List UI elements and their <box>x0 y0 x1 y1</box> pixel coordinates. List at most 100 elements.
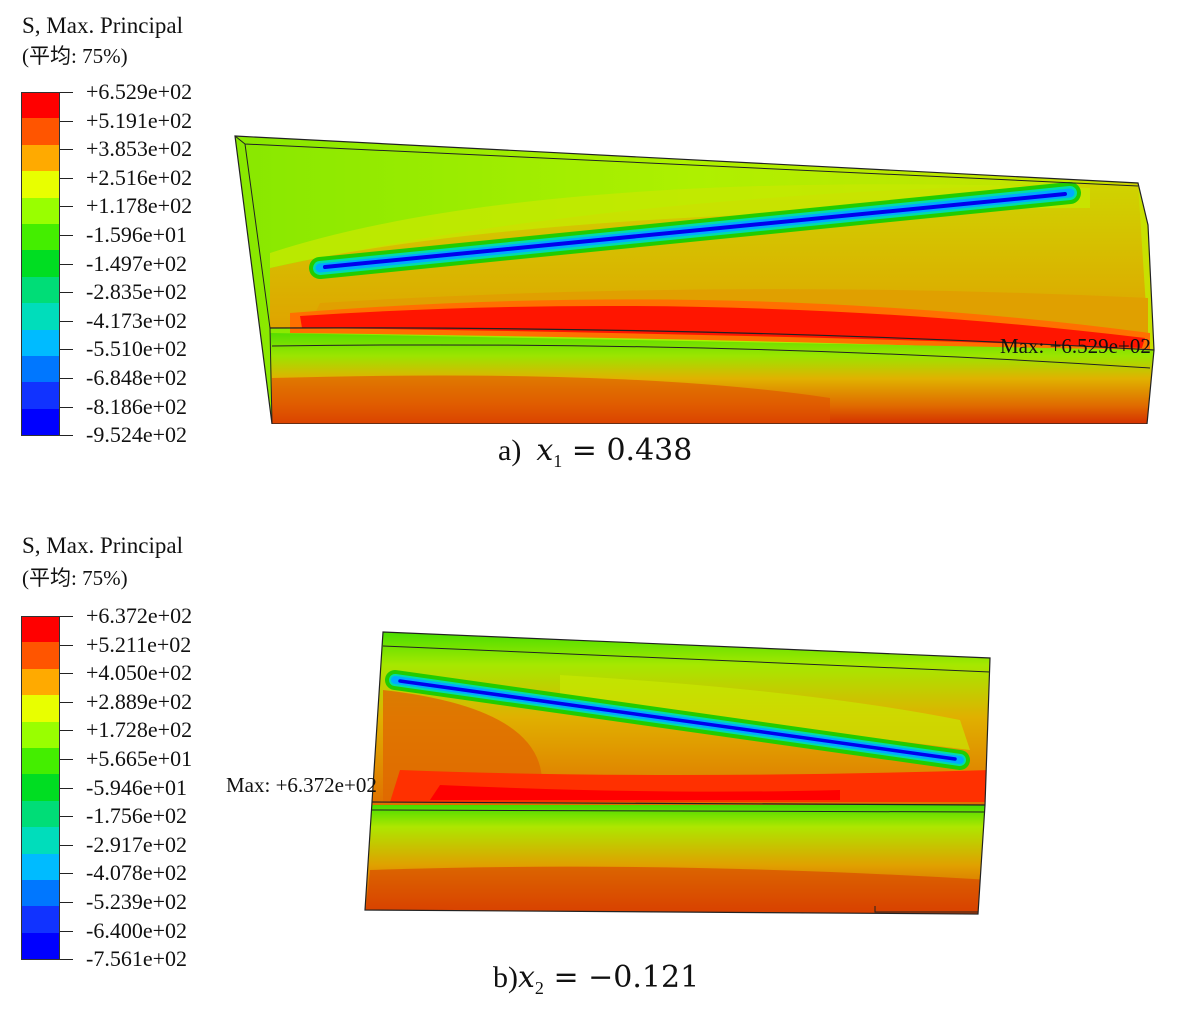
legend-tick-label: -8.186e+02 <box>86 393 187 419</box>
legend-swatch <box>22 303 60 331</box>
legend-tick-label: -2.917e+02 <box>86 831 187 857</box>
legend-tick-label: -7.561e+02 <box>86 946 187 972</box>
legend-tick <box>60 759 73 760</box>
legend-swatch <box>22 197 60 225</box>
legend-tick-label: -1.756e+02 <box>86 803 187 829</box>
caption-a: a) x1 = 0.438 <box>498 433 692 472</box>
legend-tick-label: -9.524e+02 <box>86 422 187 448</box>
legend-tick-label: +6.372e+02 <box>86 603 193 628</box>
contour-plot-b <box>364 631 991 915</box>
caption-variable: x <box>536 433 554 468</box>
legend-swatch <box>22 118 60 146</box>
legend-tick <box>60 844 73 846</box>
legend-swatch <box>22 408 60 436</box>
max-value-label: Max: +6.529e+02 <box>1000 334 1151 358</box>
legend-title: S, Max. Principal <box>22 533 183 558</box>
legend-tick-label: -4.078e+02 <box>86 860 187 886</box>
legend-swatch <box>22 695 60 723</box>
legend-tick-label: -2.835e+02 <box>86 279 187 305</box>
legend-swatch <box>22 853 60 881</box>
legend-swatch <box>22 800 60 828</box>
legend-tick-label: -6.848e+02 <box>86 365 187 390</box>
panel-a: S, Max. Principal (平均: 75%) <box>0 0 1195 490</box>
legend-swatch <box>22 748 60 775</box>
legend-tick <box>60 616 73 617</box>
legend-tick-label: +2.889e+02 <box>86 688 193 714</box>
legend-tick <box>60 644 73 646</box>
legend-subtitle: (平均: 75%) <box>22 44 128 68</box>
legend-swatch <box>22 250 60 278</box>
legend-title: S, Max. Principal <box>22 13 183 38</box>
legend-tick-label: -6.400e+02 <box>86 917 187 943</box>
caption-prefix: a) <box>498 434 522 467</box>
legend-tick <box>60 378 73 379</box>
legend-tick <box>60 730 73 732</box>
legend-tick-label: +3.853e+02 <box>86 136 193 162</box>
legend-tick <box>60 149 73 151</box>
legend-tick-label: +6.529e+02 <box>86 79 193 104</box>
legend-tick <box>60 930 73 932</box>
legend-tick <box>60 320 73 322</box>
legend-tick <box>60 92 73 93</box>
legend-swatch <box>22 721 60 749</box>
legend-swatch <box>22 382 60 410</box>
legend-tick <box>60 873 73 875</box>
legend-tick <box>60 349 73 351</box>
legend-tick <box>60 701 73 703</box>
legend-swatch <box>22 144 60 172</box>
legend-swatch <box>22 356 60 383</box>
legend-swatch <box>22 616 60 643</box>
max-value-label: Max: +6.372e+02 <box>226 773 377 797</box>
legend-tick <box>60 435 73 437</box>
legend-tick <box>60 787 73 789</box>
legend-swatch <box>22 880 60 907</box>
legend-tick <box>60 263 73 265</box>
legend-tick <box>60 673 73 675</box>
legend-tick-label: +4.050e+02 <box>86 660 193 686</box>
legend-subtitle: (平均: 75%) <box>22 566 128 590</box>
caption-b: b)x2 = −0.121 <box>493 960 699 999</box>
legend-tick <box>60 177 73 179</box>
legend-swatch <box>22 668 60 696</box>
legend-swatch <box>22 642 60 670</box>
contour-plot-a <box>234 135 1155 424</box>
legend-tick <box>60 959 73 961</box>
legend-tick-label: -4.173e+02 <box>86 307 187 333</box>
legend-tick <box>60 206 73 208</box>
legend-tick-label: +5.665e+01 <box>86 746 193 771</box>
legend-swatch <box>22 92 60 119</box>
legend-tick <box>60 902 73 903</box>
legend-bar-outline <box>21 92 60 437</box>
legend-tick-label: -5.510e+02 <box>86 336 187 362</box>
caption-value: = 0.438 <box>562 433 693 468</box>
legend-tick <box>60 235 73 236</box>
caption-prefix: b) <box>493 961 518 994</box>
caption-subscript: 2 <box>534 978 544 998</box>
legend-swatch <box>22 827 60 855</box>
legend-tick-label: +5.211e+02 <box>86 631 192 657</box>
caption-variable: x <box>518 960 535 995</box>
legend-swatch <box>22 276 60 304</box>
legend-bar-outline <box>21 616 60 961</box>
legend-tick <box>60 120 73 122</box>
legend-tick-label: -5.946e+01 <box>86 774 187 800</box>
legend-swatch <box>22 774 60 802</box>
legend-swatch <box>22 906 60 934</box>
legend-tick <box>60 816 73 818</box>
legend-tick-label: +5.191e+02 <box>86 107 193 133</box>
legend-tick-label: +1.178e+02 <box>86 193 193 219</box>
legend-tick-label: -1.596e+01 <box>86 222 187 247</box>
caption-value: = −0.121 <box>543 960 700 995</box>
panel-b: S, Max. Principal (平均: 75%) <box>0 520 1195 1009</box>
legend-swatch <box>22 224 60 251</box>
legend-swatch <box>22 932 60 960</box>
legend-tick <box>60 292 73 294</box>
caption-subscript: 1 <box>553 451 563 471</box>
legend-tick-label: -1.497e+02 <box>86 250 187 276</box>
legend-tick-label: +2.516e+02 <box>86 164 193 190</box>
legend-tick-label: -5.239e+02 <box>86 889 187 914</box>
legend-tick <box>60 406 73 408</box>
legend-swatch <box>22 329 60 357</box>
legend-swatch <box>22 171 60 199</box>
legend-tick-label: +1.728e+02 <box>86 717 193 743</box>
